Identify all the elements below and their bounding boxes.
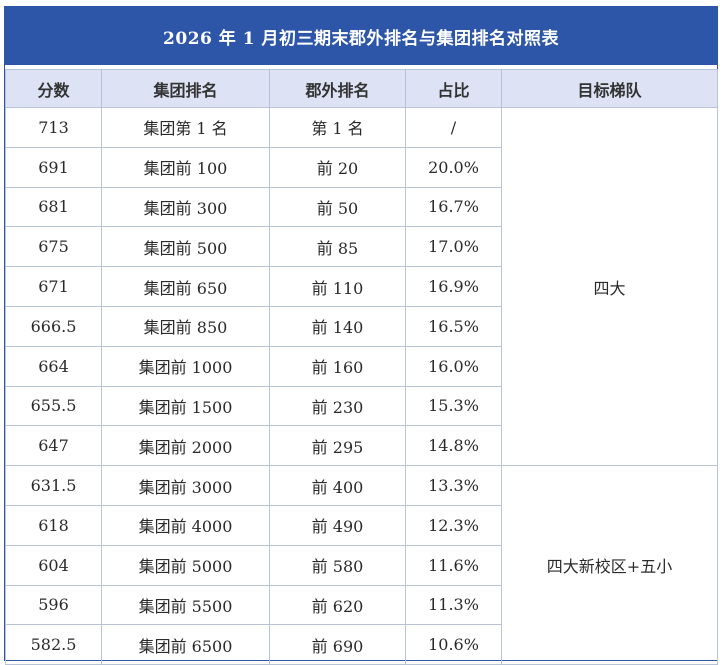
header-junwai-rank: 郡外排名 — [269, 69, 406, 108]
score-cell: 691 — [5, 146, 102, 188]
ratio-cell: 16.9% — [405, 266, 502, 307]
ratio-cell: 16.0% — [405, 345, 502, 387]
junwai-rank-cell: 前 20 — [269, 146, 406, 188]
junwai-rank-cell: 前 620 — [269, 584, 406, 626]
ratio-cell: 16.5% — [405, 305, 502, 347]
table-row: 582.5 集团前 6500 前 690 10.6% — [5, 624, 718, 665]
ratio-cell: / — [405, 107, 502, 148]
table-row: 655.5 集团前 1500 前 230 15.3% — [5, 385, 718, 427]
score-cell: 664 — [5, 345, 102, 387]
ratio-cell: 11.3% — [405, 584, 502, 626]
table-row: 664 集团前 1000 前 160 16.0% — [5, 345, 718, 387]
group-rank-cell: 集团前 1000 — [101, 345, 270, 387]
group-rank-cell: 集团前 500 — [101, 226, 270, 268]
junwai-rank-cell: 前 690 — [269, 624, 406, 665]
ratio-cell: 10.6% — [405, 624, 502, 665]
ratio-cell: 15.3% — [405, 385, 502, 427]
ratio-cell: 17.0% — [405, 226, 502, 268]
header-ratio: 占比 — [405, 69, 502, 108]
group-rank-cell: 集团前 6500 — [101, 624, 270, 665]
group-rank-cell: 集团前 1500 — [101, 385, 270, 427]
table-row: 675 集团前 500 前 85 17.0% — [5, 226, 718, 268]
table-row: 647 集团前 2000 前 295 14.8% — [5, 425, 718, 467]
group-rank-cell: 集团前 2000 — [101, 425, 270, 467]
junwai-rank-cell: 前 85 — [269, 226, 406, 268]
group-rank-cell: 集团前 850 — [101, 305, 270, 347]
table-row: 681 集团前 300 前 50 16.7% — [5, 186, 718, 228]
ratio-cell: 16.7% — [405, 186, 502, 228]
junwai-rank-cell: 第 1 名 — [269, 107, 406, 148]
score-cell: 713 — [5, 107, 102, 148]
score-cell: 666.5 — [5, 305, 102, 347]
group-rank-cell: 集团前 300 — [101, 186, 270, 228]
junwai-rank-cell: 前 490 — [269, 504, 406, 546]
junwai-rank-cell: 前 50 — [269, 186, 406, 228]
header-group-rank: 集团排名 — [101, 69, 270, 108]
junwai-rank-cell: 前 230 — [269, 385, 406, 427]
target-tier-cell: 四大 — [501, 106, 718, 467]
junwai-rank-cell: 前 160 — [269, 345, 406, 387]
group-rank-cell: 集团前 3000 — [101, 465, 270, 506]
table-header-row: 分数 集团排名 郡外排名 占比 目标梯队 — [5, 69, 718, 108]
ratio-cell: 12.3% — [405, 504, 502, 546]
table-row: 671 集团前 650 前 110 16.9% — [5, 266, 718, 307]
table-body: 713 集团第 1 名第 1 名 / 四大 691 集团前 100 前 20 20.0% 681… — [5, 106, 718, 665]
junwai-rank-cell: 前 580 — [269, 544, 406, 586]
score-cell: 582.5 — [5, 624, 102, 665]
score-cell: 604 — [5, 544, 102, 586]
header-target-tier: 目标梯队 — [501, 69, 718, 108]
score-cell: 647 — [5, 425, 102, 467]
score-cell: 596 — [5, 584, 102, 626]
score-cell: 631.5 — [5, 465, 102, 506]
table-title: 2026 年 1 月初三期末郡外排名与集团排名对照表 — [5, 7, 717, 65]
table-row: 596 集团前 5500 前 620 11.3% — [5, 584, 718, 626]
score-cell: 681 — [5, 186, 102, 228]
ranking-table: 分数 集团排名 郡外排名 占比 目标梯队 713 集团第 1 名第 1 名 / 四大 6… — [5, 69, 718, 665]
group-rank-cell: 集团前 650 — [101, 266, 270, 307]
group-rank-cell: 集团前 5500 — [101, 584, 270, 626]
table-row: 691 集团前 100 前 20 20.0% — [5, 146, 718, 188]
ratio-cell: 20.0% — [405, 146, 502, 188]
ratio-cell: 14.8% — [405, 425, 502, 467]
target-tier-cell: 四大新校区+五小 — [501, 465, 718, 665]
score-cell: 618 — [5, 504, 102, 546]
ratio-cell: 13.3% — [405, 465, 502, 506]
group-rank-cell: 集团前 100 — [101, 146, 270, 188]
table-row: 631.5 集团前 3000 前 400 13.3% 四大新校区+五小 — [5, 465, 718, 665]
header-score: 分数 — [5, 69, 102, 108]
table-row: 713 集团第 1 名第 1 名 / 四大 — [5, 106, 718, 467]
table-row: 666.5 集团前 850 前 140 16.5% — [5, 305, 718, 347]
ratio-cell: 11.6% — [405, 544, 502, 586]
score-cell: 655.5 — [5, 385, 102, 427]
junwai-rank-cell: 前 295 — [269, 425, 406, 467]
group-rank-cell: 集团第 1 名 — [101, 107, 270, 148]
score-cell: 671 — [5, 266, 102, 307]
junwai-rank-cell: 前 400 — [269, 465, 406, 506]
junwai-rank-cell: 前 140 — [269, 305, 406, 347]
junwai-rank-cell: 前 110 — [269, 266, 406, 307]
ranking-table-frame: 2026 年 1 月初三期末郡外排名与集团排名对照表 分数 集团排名 郡外排名 … — [4, 6, 718, 665]
group-rank-cell: 集团前 4000 — [101, 504, 270, 546]
group-rank-cell: 集团前 5000 — [101, 544, 270, 586]
score-cell: 675 — [5, 226, 102, 268]
